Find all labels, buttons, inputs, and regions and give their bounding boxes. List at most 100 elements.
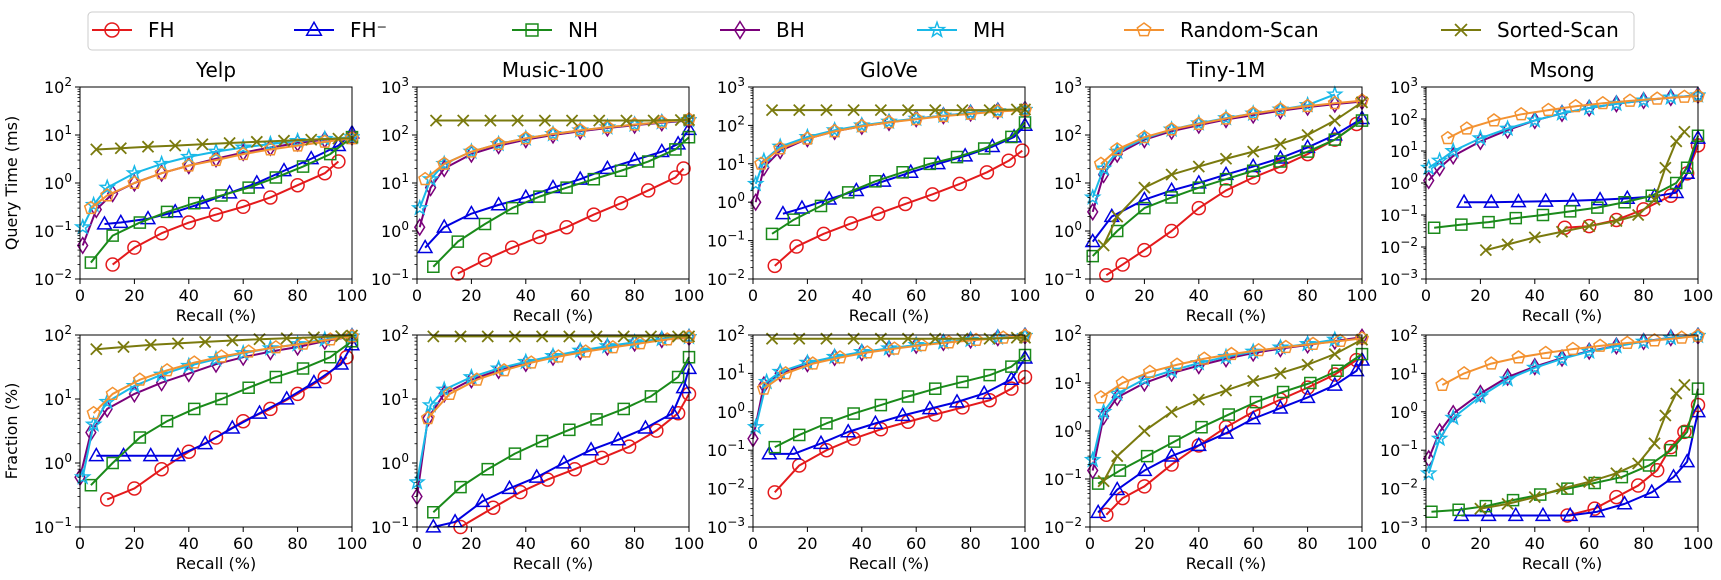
data-point-nh (296, 362, 310, 375)
data-point-nh (1328, 133, 1342, 146)
y-tick-label: 102 (1390, 107, 1418, 129)
series-line-sorted-scan (436, 119, 689, 122)
data-point-mh (1094, 402, 1113, 420)
data-point-random-scan (1514, 106, 1529, 121)
series-line-fh (1105, 123, 1358, 277)
data-point-sorted-scan (1274, 367, 1287, 380)
series-group (1083, 85, 1370, 283)
data-point-nh (896, 166, 909, 179)
data-point-nh (1246, 164, 1260, 178)
data-point-nh (1509, 211, 1523, 225)
x-tick-label: 20 (797, 534, 817, 553)
data-point-fh (1001, 153, 1016, 169)
data-point-sorted-scan (1192, 393, 1205, 406)
data-point-nh (1455, 218, 1468, 231)
data-point-fh-minus (1510, 193, 1527, 208)
data-point-random-scan (1459, 121, 1474, 135)
data-point-fh-minus (275, 162, 293, 177)
series-line-bh (416, 336, 690, 497)
data-point-bh (1529, 357, 1541, 376)
data-point-nh (269, 171, 283, 184)
data-point-fh (846, 431, 861, 446)
data-point-random-scan (100, 188, 115, 202)
data-point-nh (614, 164, 628, 178)
data-point-random-scan (464, 144, 479, 158)
data-point-sorted-scan (196, 138, 209, 151)
data-point-nh (682, 350, 696, 364)
data-point-nh (1591, 201, 1604, 214)
data-point-random-scan (1278, 339, 1293, 354)
series-line-fh-minus (769, 357, 1026, 455)
data-point-random-scan (208, 152, 224, 167)
x-tick-label: 80 (1297, 534, 1317, 553)
data-point-fh (504, 240, 520, 255)
data-point-random-scan (159, 362, 175, 377)
legend-entry-sorted-scan: Sorted-Scan (1441, 18, 1619, 42)
data-point-nh (1680, 161, 1694, 175)
data-point-nh (1664, 443, 1678, 457)
data-point-fh (1663, 439, 1679, 455)
data-point-nh (84, 478, 98, 492)
data-point-random-scan (1650, 91, 1665, 105)
panel-title: Yelp (195, 58, 236, 82)
panel-music-100: 0 20 40 60 80 100 10−1 100 101 102 103 Music-100 Rec… (371, 58, 704, 325)
y-tick-label: 10−3 (1380, 515, 1418, 537)
data-point-random-scan (1486, 113, 1502, 127)
series-line-random-scan (427, 336, 690, 419)
y-tick-label: 103 (1390, 75, 1418, 97)
data-point-mh (1525, 111, 1544, 129)
data-point-random-scan (418, 171, 433, 186)
x-tick-label: 100 (1683, 534, 1714, 553)
data-point-nh (1018, 116, 1032, 129)
data-point-fh-minus (1136, 461, 1153, 477)
data-point-sorted-scan (1219, 384, 1233, 397)
data-point-sorted-scan (929, 103, 942, 117)
y-tick-label: 100 (1390, 400, 1418, 422)
data-point-fh (1164, 223, 1179, 239)
data-point-random-scan (524, 355, 539, 369)
data-point-fh-minus (1562, 506, 1579, 522)
data-point-fh (290, 386, 305, 402)
data-point-nh (1195, 420, 1208, 434)
data-point-fh (1300, 380, 1315, 395)
x-tick-label: 40 (516, 534, 536, 553)
data-point-random-scan (1484, 356, 1499, 370)
data-point-fh-minus (599, 159, 616, 175)
data-point-mh (1419, 158, 1438, 176)
data-point-bh (155, 163, 168, 183)
data-point-random-scan (1300, 98, 1315, 113)
series-line-fh-minus (1464, 137, 1699, 204)
data-point-fh-minus (675, 379, 692, 394)
data-point-random-scan (1595, 95, 1610, 110)
data-point-sorted-scan (874, 103, 888, 117)
data-point-fh-minus (948, 393, 966, 408)
data-point-fh (640, 183, 656, 198)
legend-label: NH (568, 18, 598, 42)
data-point-fh (900, 414, 916, 430)
y-tick-label: 102 (381, 123, 409, 145)
x-tick-label: 80 (960, 534, 980, 553)
data-point-sorted-scan (253, 333, 266, 346)
data-point-nh (106, 229, 119, 242)
data-point-fh-minus (1272, 399, 1289, 414)
data-point-bh (1329, 331, 1341, 351)
series-line-random-scan (1100, 337, 1363, 399)
data-point-random-scan (551, 349, 566, 363)
data-point-nh (160, 205, 174, 219)
data-point-sorted-scan (535, 330, 549, 343)
data-point-nh (1452, 503, 1465, 517)
data-point-random-scan (756, 381, 771, 395)
data-point-fh-minus (474, 492, 491, 508)
data-point-sorted-scan (1111, 449, 1124, 463)
y-tick-label: 10−3 (707, 515, 745, 537)
x-tick-label: 60 (1243, 534, 1263, 553)
data-point-nh (1669, 176, 1683, 190)
data-point-random-scan (1224, 346, 1239, 361)
data-point-mh (234, 138, 253, 156)
data-point-mh (73, 217, 92, 235)
data-point-fh (767, 485, 783, 500)
data-point-fh-minus (1217, 424, 1235, 439)
x-tick-label: 80 (287, 286, 307, 305)
data-point-nh (983, 368, 996, 382)
data-point-nh (956, 375, 969, 389)
